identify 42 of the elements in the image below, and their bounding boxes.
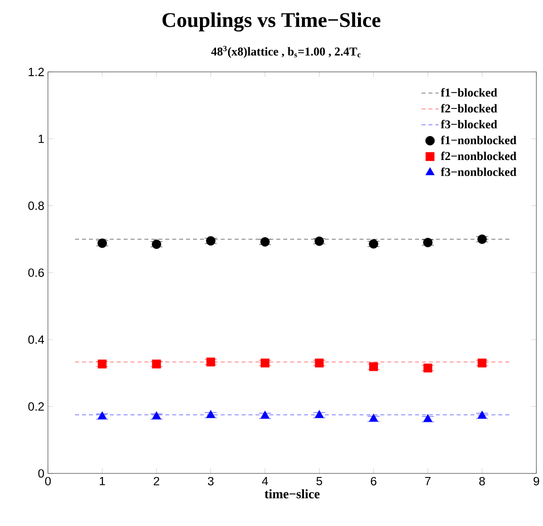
x-axis-title: time−slice	[264, 489, 320, 498]
point	[206, 410, 216, 418]
point	[314, 236, 324, 246]
point	[152, 239, 162, 249]
point	[369, 414, 378, 422]
y-tick-label: 1.2	[28, 68, 44, 76]
x-tick-label: 5	[316, 476, 322, 486]
x-tick-label: 7	[425, 476, 431, 485]
legend-label: f2−nonblocked	[440, 151, 516, 160]
x-tick-label: 3	[208, 476, 214, 486]
point	[260, 410, 270, 418]
legend-label: f1−nonblocked	[440, 136, 516, 144]
chart-title: Couplings vs Time−Slice	[162, 12, 380, 32]
x-tick-label: 1	[100, 476, 105, 485]
legend-label: f3−blocked	[440, 120, 498, 128]
x-tick-label: 8	[479, 476, 485, 486]
legend-label: f3−nonblocked	[440, 167, 516, 176]
y-tick-label: 0.8	[28, 201, 44, 210]
x-tick-label: 0	[45, 476, 51, 486]
x-tick-label: 2	[154, 476, 160, 486]
y-tick-label: 1	[38, 134, 44, 143]
point	[369, 362, 378, 371]
y-tick-label: 0.4	[28, 335, 44, 344]
y-tick-label: 0.6	[28, 268, 44, 277]
y-tick-label: 0.2	[28, 402, 44, 411]
x-tick-label: 9	[534, 476, 540, 486]
legend-label: f2−blocked	[440, 104, 498, 112]
point	[98, 411, 107, 420]
chart-subtitle: 48$^{3}$(x8)lattice , b$_{s}$=1.00 , 2.4T$_{c}$	[211, 46, 361, 58]
x-tick-label: 6	[370, 476, 376, 486]
point	[98, 238, 107, 248]
point	[423, 414, 432, 422]
point	[260, 358, 270, 368]
point	[314, 410, 324, 418]
point	[423, 363, 432, 372]
point	[478, 410, 487, 418]
point	[478, 358, 486, 368]
y-tick-label: 0	[38, 469, 44, 478]
point	[152, 359, 161, 368]
x-tick-label: 4	[262, 476, 268, 485]
legend-label: f1−blocked	[440, 88, 498, 96]
point	[152, 411, 162, 420]
